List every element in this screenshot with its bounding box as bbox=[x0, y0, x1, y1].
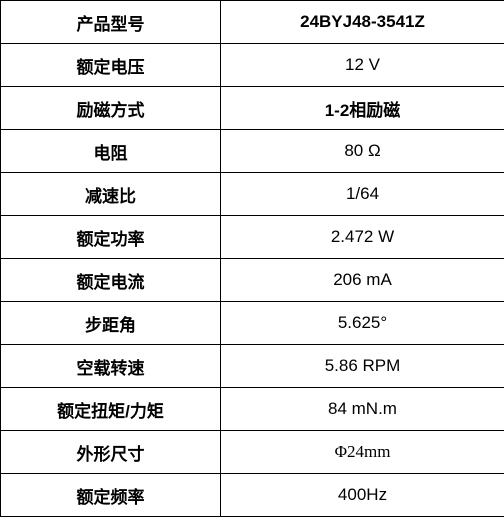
table-row: 电阻 80 Ω bbox=[1, 130, 504, 173]
spec-label: 外形尺寸 bbox=[1, 431, 221, 474]
spec-value: 2.472 W bbox=[221, 216, 504, 259]
table-row: 步距角 5.625° bbox=[1, 302, 504, 345]
spec-value: Φ24mm bbox=[221, 431, 504, 474]
table-row: 额定扭矩/力矩 84 mN.m bbox=[1, 388, 504, 431]
spec-value: 80 Ω bbox=[221, 130, 504, 173]
spec-table: 产品型号 24BYJ48-3541Z 额定电压 12 V 励磁方式 1-2相励磁… bbox=[0, 0, 504, 517]
spec-label: 产品型号 bbox=[1, 1, 221, 44]
spec-value: 5.625° bbox=[221, 302, 504, 345]
spec-label: 额定频率 bbox=[1, 474, 221, 517]
spec-value: 12 V bbox=[221, 44, 504, 87]
spec-label: 步距角 bbox=[1, 302, 221, 345]
table-row: 产品型号 24BYJ48-3541Z bbox=[1, 1, 504, 44]
table-row: 空载转速 5.86 RPM bbox=[1, 345, 504, 388]
spec-label: 励磁方式 bbox=[1, 87, 221, 130]
table-row: 外形尺寸 Φ24mm bbox=[1, 431, 504, 474]
spec-label: 额定功率 bbox=[1, 216, 221, 259]
table-row: 额定电流 206 mA bbox=[1, 259, 504, 302]
table-row: 额定电压 12 V bbox=[1, 44, 504, 87]
spec-label: 额定扭矩/力矩 bbox=[1, 388, 221, 431]
spec-value: 206 mA bbox=[221, 259, 504, 302]
table-row: 减速比 1/64 bbox=[1, 173, 504, 216]
spec-value: 84 mN.m bbox=[221, 388, 504, 431]
spec-value: 1-2相励磁 bbox=[221, 87, 504, 130]
table-row: 额定功率 2.472 W bbox=[1, 216, 504, 259]
spec-table-body: 产品型号 24BYJ48-3541Z 额定电压 12 V 励磁方式 1-2相励磁… bbox=[1, 1, 504, 517]
table-row: 励磁方式 1-2相励磁 bbox=[1, 87, 504, 130]
spec-label: 空载转速 bbox=[1, 345, 221, 388]
spec-label: 额定电压 bbox=[1, 44, 221, 87]
spec-value: 400Hz bbox=[221, 474, 504, 517]
spec-value: 5.86 RPM bbox=[221, 345, 504, 388]
table-row: 额定频率 400Hz bbox=[1, 474, 504, 517]
spec-value: 1/64 bbox=[221, 173, 504, 216]
spec-label: 额定电流 bbox=[1, 259, 221, 302]
spec-label: 减速比 bbox=[1, 173, 221, 216]
spec-label: 电阻 bbox=[1, 130, 221, 173]
spec-value: 24BYJ48-3541Z bbox=[221, 1, 504, 44]
